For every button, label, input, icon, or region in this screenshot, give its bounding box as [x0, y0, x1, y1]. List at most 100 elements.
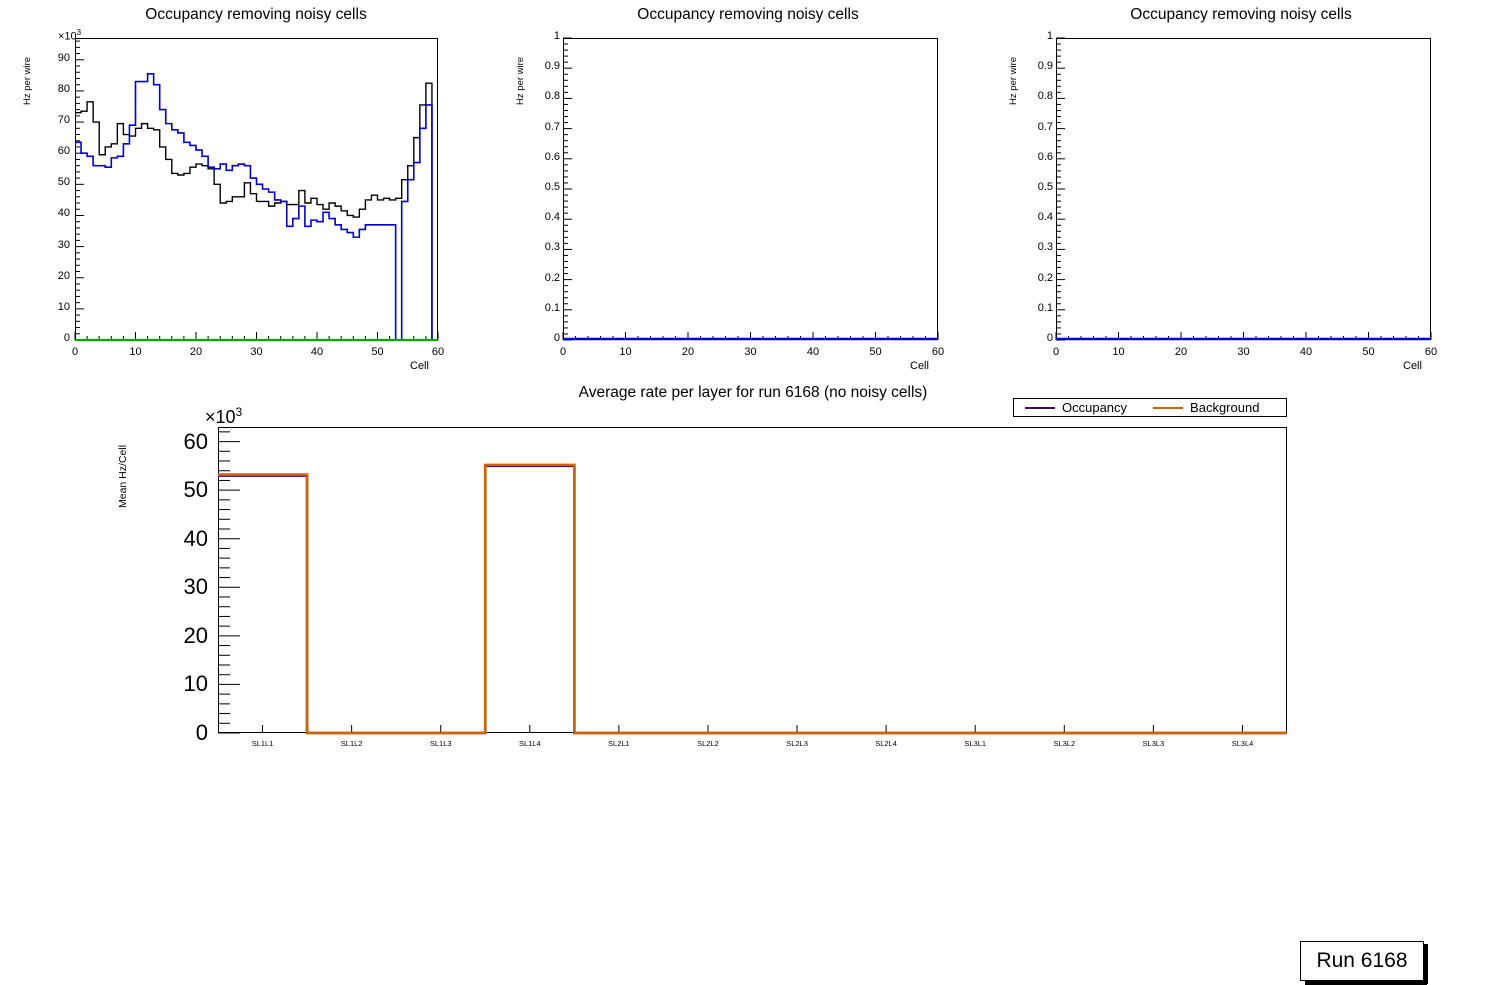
tick-label: 10 — [57, 300, 70, 313]
bottom-panel-ylabel: Mean Hz/Cell — [117, 444, 129, 508]
tick-label: 0.8 — [1037, 90, 1053, 103]
tick-label: 0.8 — [544, 90, 560, 103]
tick-label: 0.2 — [1037, 271, 1053, 284]
legend-label-occupancy: Occupancy — [1062, 400, 1128, 415]
tick-label: 0 — [71, 346, 79, 358]
run-label-shadow-right — [1424, 944, 1428, 984]
tick-label: 0.7 — [544, 120, 560, 133]
tick-label: 50 — [57, 176, 70, 189]
tick-label: 50 — [371, 346, 384, 358]
tick-label: 0 — [553, 332, 560, 344]
tick-label: 90 — [57, 51, 70, 64]
tick-label: 60 — [1424, 346, 1438, 358]
tick-label: 40 — [57, 207, 70, 220]
tick-label: 10 — [129, 346, 142, 358]
panel-1-ylabel: Hz per wire — [22, 56, 33, 105]
panel-3-ylabel: Hz per wire — [1008, 56, 1019, 105]
tick-label: 0.3 — [1037, 241, 1053, 254]
tick-label: 30 — [183, 574, 208, 600]
run-label-text: Run 6168 — [1316, 949, 1408, 972]
tick-label: 20 — [681, 346, 695, 358]
tick-label: 30 — [1237, 346, 1250, 358]
tick-label: 0.4 — [544, 211, 560, 224]
category-label: SL2L4 — [875, 739, 897, 748]
category-label: SL1L1 — [251, 739, 274, 748]
bottom-panel-y-exponent: ×103 — [205, 405, 243, 427]
tick-label: 0.5 — [1037, 181, 1053, 193]
panel-occupancy-1: Occupancy removing noisy cells Hz per wi… — [0, 0, 470, 380]
bottom-panel-frame — [218, 427, 1287, 733]
tick-label: 1 — [553, 30, 560, 42]
legend-swatch-occupancy — [1025, 406, 1055, 409]
tick-label: 0.9 — [544, 60, 560, 73]
tick-label: 50 — [183, 477, 208, 503]
tick-label: 60 — [431, 346, 445, 358]
panel-2-canvas — [562, 37, 939, 341]
bottom-panel-title: Average rate per layer for run 6168 (no … — [578, 384, 928, 401]
panel-2-frame — [563, 38, 938, 340]
tick-label: 10 — [619, 346, 632, 358]
tick-label: 0.7 — [1037, 120, 1053, 133]
tick-label: 0.6 — [1037, 150, 1053, 163]
run-label: Run 6168 — [1300, 941, 1424, 981]
panel-3-frame — [1056, 38, 1431, 340]
tick-label: 0 — [1046, 332, 1053, 344]
category-label: SL2L3 — [786, 739, 808, 748]
panel-3-title: Occupancy removing noisy cells — [1130, 6, 1352, 23]
tick-label: 70 — [57, 114, 70, 127]
panel-2-xlabel: Cell — [910, 360, 929, 372]
category-label: SL1L4 — [518, 739, 541, 748]
legend-entry-background: Background — [1153, 400, 1259, 415]
panel-1-y-exponent: ×103 — [58, 28, 82, 43]
tick-label: 10 — [183, 671, 208, 697]
tick-label: 40 — [806, 346, 820, 358]
tick-label: 20 — [1174, 346, 1188, 358]
tick-label: 20 — [57, 269, 70, 282]
tick-label: 30 — [57, 238, 70, 251]
panel-2-ylabel: Hz per wire — [515, 56, 526, 105]
tick-label: 0 — [1052, 346, 1060, 358]
tick-label: 0.9 — [1037, 60, 1053, 73]
tick-label: 60 — [57, 145, 70, 158]
tick-label: 60 — [931, 346, 945, 358]
tick-label: 0 — [63, 332, 70, 344]
tick-label: 1 — [1046, 30, 1053, 42]
tick-label: 0.1 — [544, 301, 560, 314]
category-label: SL3L4 — [1231, 739, 1254, 748]
panel-1-xlabel: Cell — [410, 360, 429, 372]
category-label: SL2L1 — [608, 739, 630, 748]
panel-1-title: Occupancy removing noisy cells — [145, 6, 367, 23]
category-label: SL3L1 — [964, 739, 987, 748]
category-label: SL2L2 — [697, 739, 719, 748]
category-label: SL1L3 — [429, 739, 452, 748]
tick-label: 20 — [183, 622, 208, 648]
panel-1-canvas — [74, 40, 439, 342]
tick-label: 0.4 — [1037, 211, 1053, 224]
panel-3-canvas — [1055, 37, 1432, 341]
tick-label: 20 — [189, 346, 203, 358]
tick-label: 30 — [250, 346, 263, 358]
panel-occupancy-3: Occupancy removing noisy cells Hz per wi… — [983, 0, 1453, 380]
legend: Occupancy Background — [1013, 398, 1287, 417]
tick-label: 0.3 — [544, 241, 560, 254]
panel-2-title: Occupancy removing noisy cells — [637, 6, 859, 23]
tick-label: 80 — [57, 82, 70, 95]
tick-label: 50 — [1362, 346, 1375, 358]
legend-swatch-background — [1153, 406, 1184, 409]
tick-label: 30 — [744, 346, 757, 358]
tick-label: 0.2 — [544, 271, 560, 284]
category-label: SL3L3 — [1142, 739, 1165, 748]
panel-3-xlabel: Cell — [1403, 360, 1422, 372]
tick-label: 60 — [183, 428, 208, 454]
tick-label: 10 — [1112, 346, 1125, 358]
tick-label: 50 — [869, 346, 882, 358]
legend-entry-occupancy: Occupancy — [1025, 400, 1127, 415]
tick-label: 0.6 — [544, 150, 560, 163]
legend-label-background: Background — [1190, 400, 1260, 415]
tick-label: 40 — [183, 525, 208, 551]
tick-label: 40 — [1299, 346, 1313, 358]
tick-label: 40 — [310, 346, 324, 358]
bottom-panel-canvas — [218, 431, 1287, 735]
tick-label: 0 — [195, 720, 208, 745]
category-label: SL3L2 — [1053, 739, 1076, 748]
